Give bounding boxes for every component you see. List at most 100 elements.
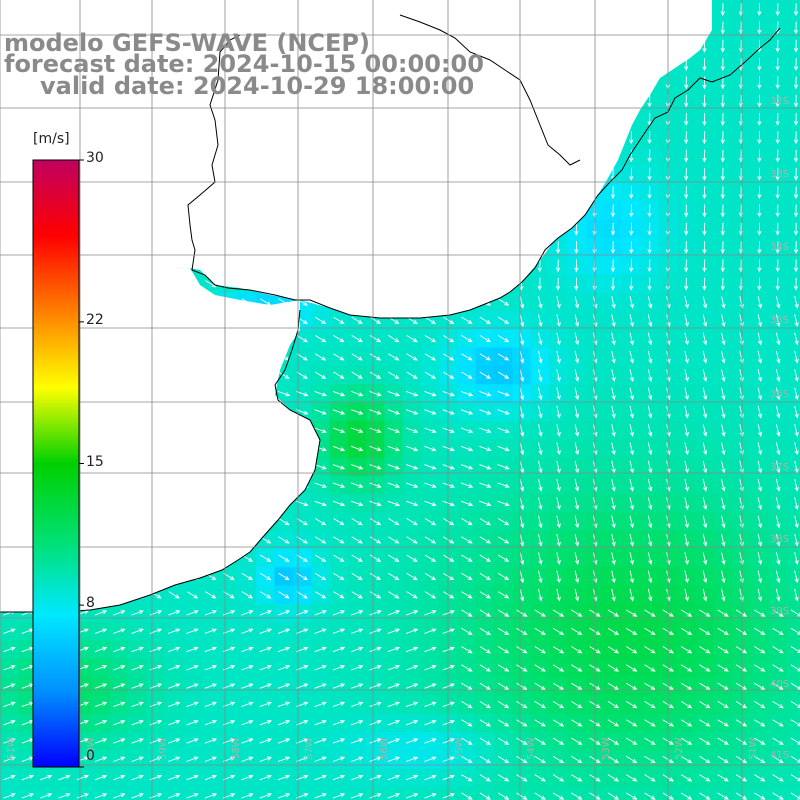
wind-arrow [775,332,781,346]
wind-arrow [369,572,382,581]
wind-speed-cell [549,786,568,800]
wind-arrow [406,518,418,526]
wind-arrow [721,314,726,328]
wind-arrow [461,335,473,343]
wind-arrow [735,719,748,727]
wind-arrow [369,793,382,799]
wind-speed-cell [146,786,166,800]
wind-arrow [424,719,437,726]
wind-arrow [424,591,437,599]
wind-arrow [611,424,616,437]
wind-arrow [186,628,199,634]
wind-arrow [186,793,199,799]
wind-arrow [644,646,656,654]
wind-arrow [794,442,799,456]
wind-arrow [204,610,218,616]
wind-arrow [794,295,799,309]
wind-arrow [314,371,327,379]
wind-arrow [683,94,689,108]
wind-arrow [479,572,491,581]
wind-arrow [461,682,473,690]
wind-arrow [629,533,635,547]
wind-arrow [702,259,707,273]
wind-arrow [538,460,543,474]
wind-arrow [387,793,401,799]
wind-arrow [757,405,763,419]
wind-arrow [351,572,363,581]
wind-arrow [721,387,726,401]
wind-arrow [387,719,401,726]
wind-arrow [629,186,634,200]
wind-arrow [479,518,491,526]
wind-arrow [460,482,474,488]
wind-arrow [369,335,382,343]
wind-arrow [571,646,583,654]
wind-arrow [479,316,491,324]
wind-arrow [702,552,708,566]
wind-arrow [204,756,218,762]
wind-speed-cell [183,786,202,800]
wind-speed-cell [786,183,800,202]
wind-arrow [351,738,364,744]
lat-lon-labels: 61W 60W 59W 58W 57W 56W 55W 54W 53W 52W 51W 32S 33S 3… [6,96,789,761]
wind-speed-cell [640,786,660,800]
wind-arrow [314,353,327,361]
wind-speed-cell [786,713,800,733]
wind-speed-cell [786,366,800,385]
wind-arrow [387,409,401,415]
wind-arrow [497,774,510,782]
wind-arrow [683,277,689,291]
wind-arrow [351,554,363,562]
wind-speed-cell [786,36,800,56]
wind-arrow [3,628,16,634]
wind-arrow [369,464,382,470]
wind-arrow [314,464,327,470]
wind-arrow [497,591,510,599]
wind-arrow [611,478,616,492]
wind-arrow [611,570,616,584]
wind-speed-cell [786,549,800,568]
wind-arrow [497,572,510,581]
wind-arrow [571,755,583,764]
wind-arrow [168,756,181,762]
wind-arrow [644,792,656,800]
wind-arrow [699,682,711,690]
wind-arrow [497,335,510,343]
wind-arrow [611,442,616,456]
wind-arrow [369,445,382,452]
latitude-label: 36S [770,389,789,400]
colorbar-ramp [32,159,80,768]
wind-arrow [497,536,510,544]
wind-arrow [775,94,780,108]
wind-arrow [644,755,656,764]
wind-arrow [351,500,364,507]
wind-arrow [387,683,401,689]
wind-speed-cell [786,585,800,605]
wind-arrow [683,204,689,218]
wind-arrow [424,316,437,324]
wind-arrow [351,646,364,653]
wind-arrow [387,738,401,744]
wind-arrow [461,591,473,599]
wind-arrow [259,665,272,671]
wind-arrow [259,646,272,653]
wind-arrow [388,371,400,379]
wind-arrow [607,627,620,636]
wind-arrow [277,701,291,708]
wind-arrow [757,515,763,529]
wind-arrow [552,682,565,690]
wind-speed-cell [786,73,800,93]
colorbar-tick-label: 15 [86,453,104,470]
wind-arrow [757,332,763,346]
wind-arrow [735,737,748,745]
wind-arrow [702,460,708,474]
wind-arrow [168,610,181,616]
wind-speed-cell [786,640,800,660]
wind-arrow [314,738,327,744]
wind-arrow [647,588,653,602]
wind-arrow [754,627,766,636]
wind-arrow [519,314,525,328]
wind-arrow [387,701,401,708]
wind-arrow [204,646,218,653]
wind-arrow [241,683,254,689]
